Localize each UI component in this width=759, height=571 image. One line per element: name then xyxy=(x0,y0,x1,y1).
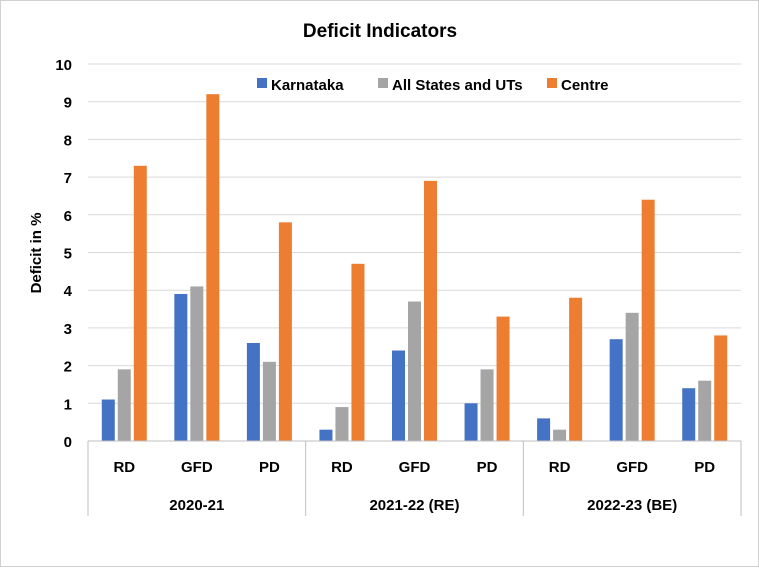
y-tick-label: 3 xyxy=(64,321,72,338)
legend-swatch xyxy=(257,78,267,88)
legend-label: Centre xyxy=(561,77,609,94)
bar xyxy=(174,293,188,441)
y-tick-label: 4 xyxy=(64,283,73,300)
bar xyxy=(408,301,421,441)
bar xyxy=(609,339,623,441)
bar xyxy=(133,165,147,442)
x-tick-label: RD xyxy=(113,459,135,476)
x-tick-label: PD xyxy=(694,459,715,476)
y-tick-label: 0 xyxy=(64,434,72,451)
x-tick-label: PD xyxy=(259,459,280,476)
x-tick-label: RD xyxy=(331,459,353,476)
group-label: 2020-21 xyxy=(169,497,224,514)
chart-title: Deficit Indicators xyxy=(303,21,457,42)
x-tick-label: GFD xyxy=(616,459,648,476)
legend-swatch xyxy=(547,78,557,88)
bar xyxy=(424,180,437,441)
y-axis-label: Deficit in % xyxy=(28,213,45,294)
bar xyxy=(464,403,478,441)
y-tick-label: 10 xyxy=(55,57,72,74)
x-axis: RD GFD PD RD GFD PD RD GFD PD 2020-21 2021-22 (RE)… xyxy=(87,440,742,516)
group-label: 2021-22 (RE) xyxy=(369,497,459,514)
y-tick-label: 1 xyxy=(64,396,72,413)
bar xyxy=(319,429,333,441)
y-tick-label: 5 xyxy=(64,246,72,263)
legend-label: All States and UTs xyxy=(392,77,523,94)
x-tick-label: GFD xyxy=(399,459,431,476)
y-tick-label: 7 xyxy=(64,170,72,187)
bar xyxy=(335,407,349,441)
bar xyxy=(537,418,551,441)
bar xyxy=(117,369,131,441)
x-tick-label: RD xyxy=(549,459,571,476)
bar xyxy=(101,399,115,441)
bar xyxy=(625,312,639,441)
bar xyxy=(351,263,365,441)
legend-swatch xyxy=(378,78,388,88)
group-label: 2022-23 (BE) xyxy=(587,497,677,514)
y-tick-label: 2 xyxy=(64,359,72,376)
bar xyxy=(496,316,510,441)
bar xyxy=(480,369,494,441)
y-tick-label: 6 xyxy=(64,208,72,225)
bar xyxy=(246,342,260,441)
bar xyxy=(392,350,405,441)
y-tick-label: 8 xyxy=(64,132,72,149)
bar xyxy=(190,286,204,441)
y-tick-label: 9 xyxy=(64,95,72,112)
bar xyxy=(714,335,728,441)
bar xyxy=(206,94,220,441)
x-tick-label: GFD xyxy=(181,459,213,476)
bar xyxy=(641,199,655,441)
bar xyxy=(262,361,276,441)
bar xyxy=(698,380,712,441)
x-tick-label: PD xyxy=(477,459,498,476)
bar xyxy=(553,429,567,441)
bars xyxy=(101,94,728,442)
bar xyxy=(569,297,583,441)
bar xyxy=(278,222,292,441)
legend: Karnataka All States and UTs Centre xyxy=(257,77,609,94)
y-tick-labels: 0 1 2 3 4 5 6 7 8 9 10 xyxy=(55,57,72,451)
legend-label: Karnataka xyxy=(271,77,344,94)
bar xyxy=(682,388,696,441)
